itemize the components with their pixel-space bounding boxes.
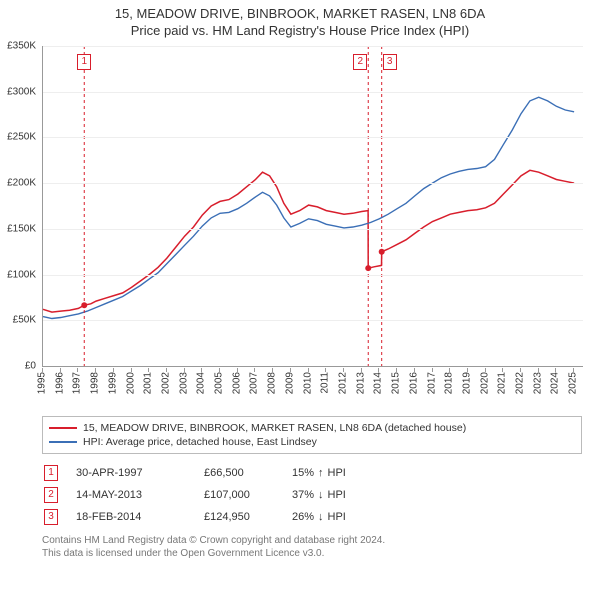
- x-tick-label: 2000: [125, 372, 136, 394]
- event-delta: 15% ↑ HPI: [292, 467, 346, 479]
- x-tick-label: 1999: [107, 372, 118, 394]
- x-tick-label: 2015: [391, 372, 402, 394]
- legend-label: HPI: Average price, detached house, East…: [83, 436, 317, 448]
- event-row: 2 14-MAY-2013 £107,000 37% ↓ HPI: [42, 484, 582, 506]
- x-tick-label: 1996: [54, 372, 65, 394]
- chart-zone: £0 £50K £100K £150K £200K £250K £300K £350K 1 23…: [0, 42, 600, 412]
- footer-line2: This data is licensed under the Open Gov…: [42, 547, 582, 560]
- gridline: [43, 137, 583, 138]
- legend-row: 15, MEADOW DRIVE, BINBROOK, MARKET RASEN…: [49, 421, 575, 435]
- x-tick-label: 2012: [337, 372, 348, 394]
- event-delta: 26% ↓ HPI: [292, 511, 346, 523]
- y-tick-label: £50K: [13, 315, 36, 326]
- event-delta-pct: 26%: [292, 511, 314, 523]
- event-delta-vs: HPI: [328, 511, 346, 523]
- event-price: £66,500: [204, 467, 274, 479]
- sale-dot: [365, 265, 371, 271]
- y-tick-label: £300K: [7, 86, 36, 97]
- event-date: 18-FEB-2014: [76, 511, 186, 523]
- sale-dot: [81, 302, 87, 308]
- x-tick-label: 2001: [143, 372, 154, 394]
- x-tick-label: 2016: [408, 372, 419, 394]
- chart-title-line1: 15, MEADOW DRIVE, BINBROOK, MARKET RASEN…: [0, 6, 600, 21]
- x-tick-label: 2023: [532, 372, 543, 394]
- y-tick-label: £0: [25, 361, 36, 372]
- event-marker-box: 1: [44, 465, 58, 481]
- arrow-down-icon: ↓: [318, 511, 324, 523]
- sale-events-list: 1 30-APR-1997 £66,500 15% ↑ HPI 2 14-MAY-2013 £1…: [42, 462, 582, 528]
- event-row: 3 18-FEB-2014 £124,950 26% ↓ HPI: [42, 506, 582, 528]
- chart-titles: 15, MEADOW DRIVE, BINBROOK, MARKET RASEN…: [0, 0, 600, 38]
- event-price: £124,950: [204, 511, 274, 523]
- x-tick-label: 2007: [249, 372, 260, 394]
- x-tick-label: 2005: [214, 372, 225, 394]
- y-tick-label: £100K: [7, 269, 36, 280]
- gridline: [43, 275, 583, 276]
- legend-swatch-icon: [49, 441, 77, 443]
- x-tick-label: 2020: [479, 372, 490, 394]
- footer-line1: Contains HM Land Registry data © Crown c…: [42, 534, 582, 547]
- x-tick-label: 2009: [284, 372, 295, 394]
- event-row: 1 30-APR-1997 £66,500 15% ↑ HPI: [42, 462, 582, 484]
- series-line-price_paid: [43, 170, 574, 312]
- x-tick-label: 2019: [461, 372, 472, 394]
- event-delta-pct: 15%: [292, 467, 314, 479]
- event-delta-vs: HPI: [328, 467, 346, 479]
- gridline: [43, 320, 583, 321]
- event-delta: 37% ↓ HPI: [292, 489, 346, 501]
- event-marker-box: 2: [44, 487, 58, 503]
- x-tick-label: 2024: [550, 372, 561, 394]
- arrow-up-icon: ↑: [318, 467, 324, 479]
- legend-swatch-icon: [49, 427, 77, 429]
- gridline: [43, 183, 583, 184]
- arrow-down-icon: ↓: [318, 489, 324, 501]
- x-tick-label: 1995: [37, 372, 48, 394]
- page: 15, MEADOW DRIVE, BINBROOK, MARKET RASEN…: [0, 0, 600, 590]
- chart-title-line2: Price paid vs. HM Land Registry's House …: [0, 23, 600, 38]
- x-tick-label: 1998: [90, 372, 101, 394]
- chart-svg: [43, 46, 583, 366]
- x-tick-label: 2014: [373, 372, 384, 394]
- x-tick-label: 2017: [426, 372, 437, 394]
- sale-marker-box: 1: [77, 54, 91, 70]
- footer: Contains HM Land Registry data © Crown c…: [42, 534, 582, 560]
- x-tick-label: 2002: [160, 372, 171, 394]
- x-tick-label: 2013: [355, 372, 366, 394]
- legend-box: 15, MEADOW DRIVE, BINBROOK, MARKET RASEN…: [42, 416, 582, 454]
- y-tick-label: £350K: [7, 41, 36, 52]
- plot-area: 1 23: [42, 46, 583, 367]
- x-tick-label: 2010: [302, 372, 313, 394]
- y-tick-label: £250K: [7, 132, 36, 143]
- gridline: [43, 46, 583, 47]
- y-axis-labels: £0£50K£100K£150K£200K£250K£300K£350K: [0, 46, 40, 366]
- x-tick-label: 2004: [196, 372, 207, 394]
- x-tick-label: 2025: [568, 372, 579, 394]
- x-tick-label: 2022: [515, 372, 526, 394]
- y-tick-label: £200K: [7, 178, 36, 189]
- gridline: [43, 229, 583, 230]
- sale-dot: [379, 249, 385, 255]
- x-axis-labels: 1995199619971998199920002001200220032004…: [42, 368, 582, 412]
- event-date: 14-MAY-2013: [76, 489, 186, 501]
- x-tick-label: 2008: [267, 372, 278, 394]
- event-delta-pct: 37%: [292, 489, 314, 501]
- x-tick-label: 2006: [231, 372, 242, 394]
- event-date: 30-APR-1997: [76, 467, 186, 479]
- x-tick-label: 1997: [72, 372, 83, 394]
- legend-row: HPI: Average price, detached house, East…: [49, 435, 575, 449]
- event-price: £107,000: [204, 489, 274, 501]
- event-delta-vs: HPI: [328, 489, 346, 501]
- x-tick-label: 2021: [497, 372, 508, 394]
- x-tick-label: 2018: [444, 372, 455, 394]
- series-line-hpi: [43, 97, 574, 318]
- sale-marker-box: 3: [383, 54, 397, 70]
- x-tick-label: 2011: [320, 372, 331, 394]
- gridline: [43, 92, 583, 93]
- legend-and-events: 15, MEADOW DRIVE, BINBROOK, MARKET RASEN…: [42, 416, 582, 560]
- legend-label: 15, MEADOW DRIVE, BINBROOK, MARKET RASEN…: [83, 422, 466, 434]
- event-marker-box: 3: [44, 509, 58, 525]
- sale-marker-box: 2: [353, 54, 367, 70]
- x-tick-label: 2003: [178, 372, 189, 394]
- y-tick-label: £150K: [7, 223, 36, 234]
